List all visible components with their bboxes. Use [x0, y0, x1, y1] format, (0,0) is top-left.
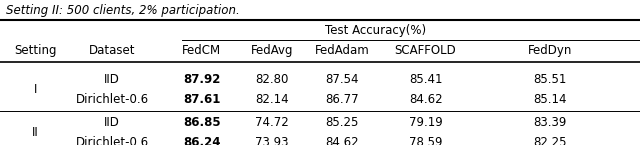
Text: FedAvg: FedAvg [251, 44, 293, 57]
Text: SCAFFOLD: SCAFFOLD [395, 44, 456, 57]
Text: 85.51: 85.51 [534, 72, 567, 86]
Text: 85.25: 85.25 [326, 116, 359, 129]
Text: 87.61: 87.61 [183, 93, 220, 106]
Text: 82.14: 82.14 [255, 93, 289, 106]
Text: 74.72: 74.72 [255, 116, 289, 129]
Text: 79.19: 79.19 [409, 116, 442, 129]
Text: II: II [32, 126, 38, 139]
Text: Dirichlet-0.6: Dirichlet-0.6 [76, 136, 148, 145]
Text: 82.25: 82.25 [534, 136, 567, 145]
Text: IID: IID [104, 72, 120, 86]
Text: FedDyn: FedDyn [528, 44, 573, 57]
Text: 86.77: 86.77 [326, 93, 359, 106]
Text: 86.85: 86.85 [183, 116, 220, 129]
Text: 84.62: 84.62 [326, 136, 359, 145]
Text: 78.59: 78.59 [409, 136, 442, 145]
Text: Dataset: Dataset [89, 44, 135, 57]
Text: 87.54: 87.54 [326, 72, 359, 86]
Text: 86.24: 86.24 [183, 136, 220, 145]
Text: 82.80: 82.80 [255, 72, 289, 86]
Text: 85.41: 85.41 [409, 72, 442, 86]
Text: IID: IID [104, 116, 120, 129]
Text: Dirichlet-0.6: Dirichlet-0.6 [76, 93, 148, 106]
Text: I: I [33, 83, 37, 96]
Text: Setting II: 500 clients, 2% participation.: Setting II: 500 clients, 2% participatio… [6, 4, 240, 17]
Text: 85.14: 85.14 [534, 93, 567, 106]
Text: 73.93: 73.93 [255, 136, 289, 145]
Text: Setting: Setting [14, 44, 56, 57]
Text: 87.92: 87.92 [183, 72, 220, 86]
Text: 83.39: 83.39 [534, 116, 567, 129]
Text: Test Accuracy(%): Test Accuracy(%) [325, 24, 427, 37]
Text: 84.62: 84.62 [409, 93, 442, 106]
Text: FedCM: FedCM [182, 44, 221, 57]
Text: FedAdam: FedAdam [315, 44, 370, 57]
